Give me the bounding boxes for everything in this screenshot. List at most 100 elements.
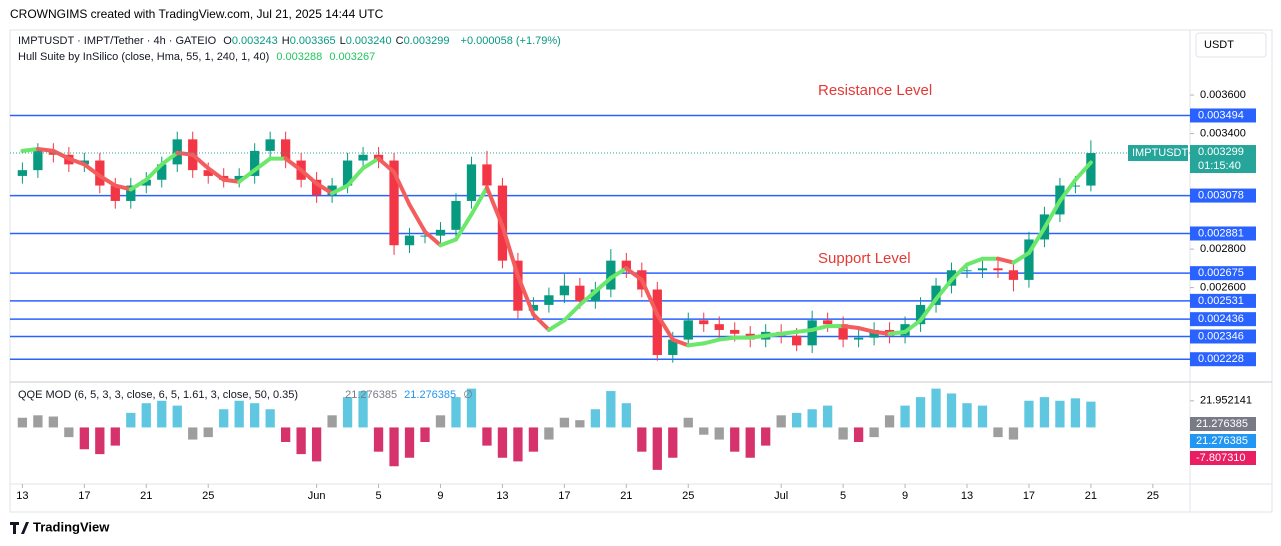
hull-segment [903,318,923,334]
hull-segment [624,266,644,282]
candle-body [95,160,105,186]
hull-segment [531,312,551,332]
qqe-bar [730,427,740,452]
qqe-bar [822,405,833,428]
qqe-bar [993,427,1003,438]
qqe-bar [358,391,368,428]
qqe-bar [466,388,477,428]
hull-segment [639,277,660,317]
x-tick-label: 21 [1085,490,1097,502]
level-label: 0.003494 [1198,109,1244,121]
qqe-bar [884,415,895,428]
candle-body [157,164,167,180]
change: +0.000058 (+1.79%) [460,35,561,47]
level-label: 0.002436 [1198,313,1244,325]
qqe-bar [311,427,322,462]
ohlc-key: C [395,35,404,47]
hull-segment [113,183,133,192]
qqe-bar [714,427,724,440]
candle-body [931,285,941,305]
hull-segment [484,185,505,228]
candle-body [389,160,399,246]
candle-body [265,139,275,151]
candle-body [528,304,539,311]
candle-body [513,260,523,311]
level-label: 0.003078 [1198,189,1244,201]
qqe-y-tick-label: 21.952141 [1200,395,1252,407]
candle-body [699,320,709,325]
candle-body [404,235,415,246]
candle-body [853,337,864,340]
qqe-bar [1070,398,1081,428]
x-tick-label: 13 [496,490,508,502]
qqe-bar [203,427,213,438]
hull-segment [717,335,737,342]
hull-segment [1073,160,1093,182]
candle-body [1024,239,1034,280]
candle-body [1070,185,1081,187]
qqe-bar [575,420,585,428]
x-tick-label: 13 [961,490,973,502]
symbol-legend: IMPTUSDT · IMPT/Tether · 4h · GATEIO O0.… [18,35,565,47]
candle-body [822,320,833,325]
candle-body [962,270,972,272]
ohlc-value: 0.003240 [345,35,392,47]
qqe-bar [280,427,291,442]
hull-segment [500,223,520,279]
chart-frame [9,29,1273,513]
hull-segment [748,333,768,340]
level-label: 0.002675 [1198,267,1244,279]
qqe-bar [420,427,430,442]
hull-segment [330,183,350,196]
symbol: IMPTUSDT · IMPT/Tether · 4h · GATEIO [18,35,217,47]
qqe-bar [435,415,446,428]
hull-segment [407,202,428,234]
main-pane: 0.003600 0.003400 0.002800 0.002600 Resistan… [10,82,1246,363]
candle-body [792,335,802,346]
qqe-bar [188,427,198,440]
x-tick-label: 25 [682,490,694,502]
hull-segment [314,181,335,196]
x-tick-label: Jul [774,490,788,502]
hull-segment [345,166,366,188]
qqe-bar [1039,397,1050,428]
hull-segment [438,237,458,248]
level-label-bg [1190,329,1256,344]
candle-body [575,285,585,302]
candle-body [977,268,988,271]
x-tick-label: 21 [140,490,152,502]
hull-segment [453,212,474,242]
hull-segment [206,166,226,182]
qqe-bar [141,403,151,428]
qqe-bar [637,427,647,452]
indicator-value: 0.003288 [276,51,323,63]
candle-body [915,304,926,325]
last-price-label: 0.003299 [1198,146,1244,158]
qqe-bar [513,427,523,462]
hull-segment [515,274,536,317]
hull-segment [423,229,443,248]
hull-segment [35,146,56,153]
qqe-bar [157,400,167,428]
qqe-bar [869,427,879,438]
qqe-value: 21.276385 [404,389,457,401]
qqe-bar [497,427,508,458]
candle-body [714,324,724,330]
qqe-bar [48,416,59,428]
qqe-bar [234,400,244,428]
candle-body [280,139,291,161]
qqe-bar [668,427,678,458]
qqe-bar [652,427,662,470]
hull-segment [701,337,722,346]
qqe-bar [776,415,786,428]
hull-segment [283,156,304,173]
level-label-bg [1190,108,1256,123]
qqe-value: 21.276385 [345,389,398,401]
hull-segment [376,156,397,175]
ticker-bg [1128,145,1188,162]
level-label: 0.002531 [1198,295,1244,307]
hull-segment [66,156,87,167]
candle-body [730,329,740,334]
candle-body [311,179,322,196]
